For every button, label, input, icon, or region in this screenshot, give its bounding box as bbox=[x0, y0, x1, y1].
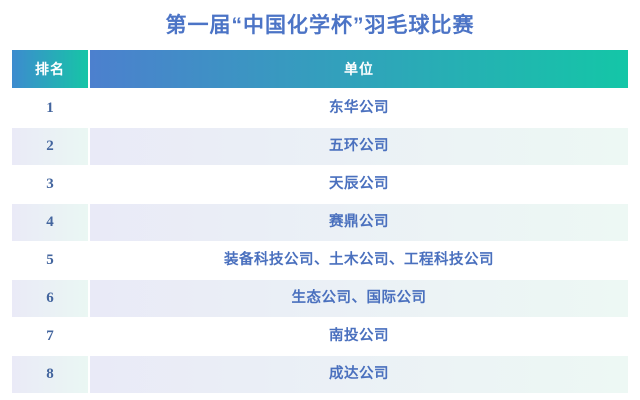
cell-unit: 生态公司、国际公司 bbox=[90, 280, 628, 317]
title-bar: 第一届“中国化学杯”羽毛球比赛 bbox=[0, 0, 640, 50]
table-header-row: 排名 单位 bbox=[12, 50, 628, 88]
ranking-table: 排名 单位 1 东华公司 2 五环公司 3 天辰公司 bbox=[0, 50, 640, 393]
table-row[interactable]: 3 天辰公司 bbox=[12, 166, 628, 203]
rank-value: 3 bbox=[46, 176, 54, 192]
cell-unit: 天辰公司 bbox=[90, 166, 628, 203]
column-header-unit: 单位 bbox=[90, 50, 628, 88]
unit-value: 五环公司 bbox=[329, 138, 389, 155]
cell-unit: 南投公司 bbox=[90, 318, 628, 355]
table-row[interactable]: 4 赛鼎公司 bbox=[12, 204, 628, 241]
cell-unit: 五环公司 bbox=[90, 128, 628, 165]
unit-value: 东华公司 bbox=[329, 100, 389, 117]
cell-rank: 5 bbox=[12, 242, 88, 279]
rank-value: 7 bbox=[46, 328, 54, 344]
table-row[interactable]: 1 东华公司 bbox=[12, 90, 628, 127]
cell-unit: 装备科技公司、土木公司、工程科技公司 bbox=[90, 242, 628, 279]
cell-rank: 7 bbox=[12, 318, 88, 355]
table-row[interactable]: 2 五环公司 bbox=[12, 128, 628, 165]
rank-value: 6 bbox=[46, 290, 54, 306]
table-row[interactable]: 8 成达公司 bbox=[12, 356, 628, 393]
cell-unit: 成达公司 bbox=[90, 356, 628, 393]
unit-value: 成达公司 bbox=[329, 366, 389, 383]
unit-value: 天辰公司 bbox=[329, 176, 389, 193]
table-row[interactable]: 7 南投公司 bbox=[12, 318, 628, 355]
cell-rank: 2 bbox=[12, 128, 88, 165]
column-header-rank: 排名 bbox=[12, 50, 88, 88]
page-title: 第一届“中国化学杯”羽毛球比赛 bbox=[165, 13, 475, 37]
unit-value: 南投公司 bbox=[329, 328, 389, 345]
rank-value: 1 bbox=[46, 100, 54, 116]
table-row[interactable]: 5 装备科技公司、土木公司、工程科技公司 bbox=[12, 242, 628, 279]
unit-value: 装备科技公司、土木公司、工程科技公司 bbox=[224, 252, 494, 269]
rank-value: 2 bbox=[46, 138, 54, 154]
rank-value: 8 bbox=[46, 366, 54, 382]
cell-rank: 6 bbox=[12, 280, 88, 317]
table-row[interactable]: 6 生态公司、国际公司 bbox=[12, 280, 628, 317]
cell-rank: 1 bbox=[12, 90, 88, 127]
rank-value: 5 bbox=[46, 252, 54, 268]
cell-rank: 8 bbox=[12, 356, 88, 393]
cell-rank: 3 bbox=[12, 166, 88, 203]
rank-value: 4 bbox=[46, 214, 54, 230]
cell-rank: 4 bbox=[12, 204, 88, 241]
cell-unit: 东华公司 bbox=[90, 90, 628, 127]
cell-unit: 赛鼎公司 bbox=[90, 204, 628, 241]
unit-value: 生态公司、国际公司 bbox=[291, 290, 427, 307]
unit-value: 赛鼎公司 bbox=[329, 214, 389, 231]
